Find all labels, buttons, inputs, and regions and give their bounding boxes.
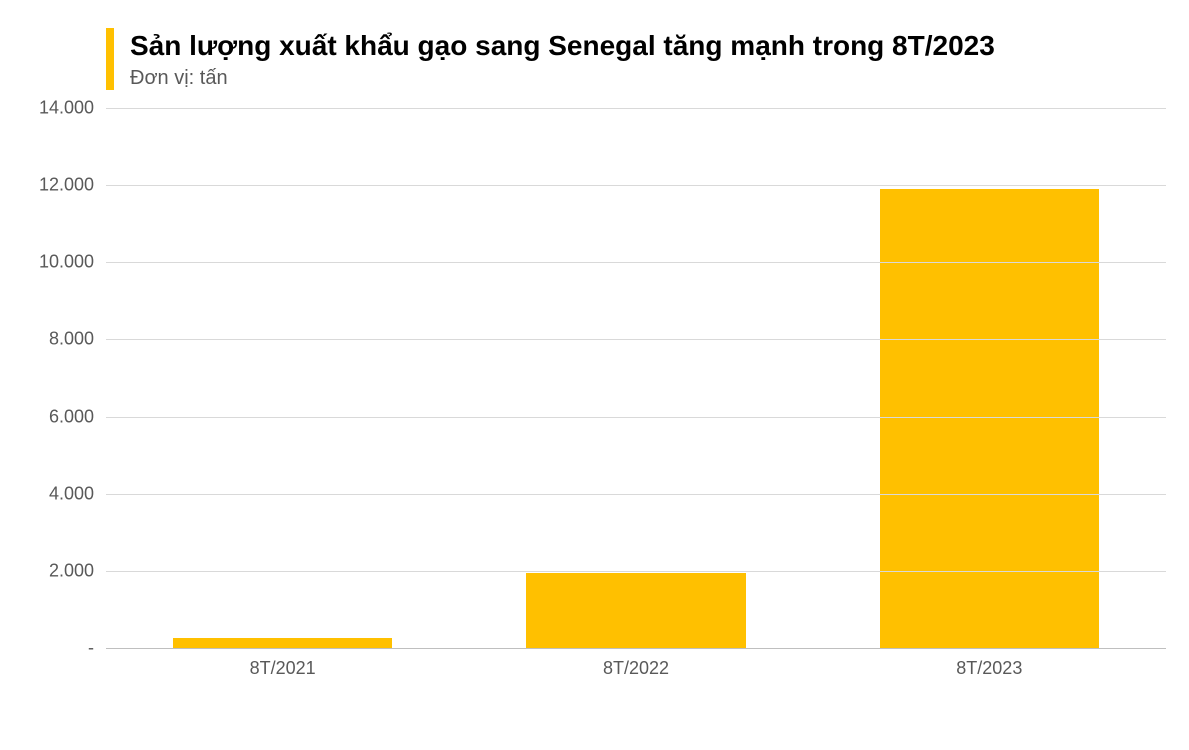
grid-line — [106, 185, 1166, 186]
x-axis-line — [106, 648, 1166, 649]
bar — [173, 638, 392, 648]
y-axis-label: - — [88, 638, 106, 659]
grid-line — [106, 494, 1166, 495]
y-axis-label: 4.000 — [49, 483, 106, 504]
x-axis-label: 8T/2022 — [459, 658, 812, 679]
grid-line — [106, 417, 1166, 418]
bar-slot — [106, 108, 459, 648]
y-axis-label: 10.000 — [39, 252, 106, 273]
bar — [526, 573, 745, 648]
y-axis-label: 6.000 — [49, 406, 106, 427]
title-accent-bar — [106, 28, 114, 90]
bar — [880, 189, 1099, 648]
chart-title: Sản lượng xuất khẩu gạo sang Senegal tăn… — [130, 28, 995, 63]
grid-line — [106, 571, 1166, 572]
grid-line — [106, 262, 1166, 263]
grid-line — [106, 339, 1166, 340]
y-axis-label: 8.000 — [49, 329, 106, 350]
bars-group — [106, 108, 1166, 648]
chart-subtitle: Đơn vị: tấn — [130, 67, 995, 90]
chart-container: Sản lượng xuất khẩu gạo sang Senegal tăn… — [0, 0, 1189, 750]
y-axis-label: 2.000 — [49, 560, 106, 581]
chart-title-block: Sản lượng xuất khẩu gạo sang Senegal tăn… — [106, 28, 1149, 90]
y-axis-label: 12.000 — [39, 175, 106, 196]
plot-area: -2.0004.0006.0008.00010.00012.00014.000 — [106, 108, 1166, 648]
y-axis-label: 14.000 — [39, 98, 106, 119]
bar-slot — [459, 108, 812, 648]
x-axis-label: 8T/2023 — [813, 658, 1166, 679]
x-axis-label: 8T/2021 — [106, 658, 459, 679]
bar-slot — [813, 108, 1166, 648]
x-axis-labels: 8T/20218T/20228T/2023 — [106, 658, 1166, 679]
grid-line — [106, 108, 1166, 109]
title-text-wrap: Sản lượng xuất khẩu gạo sang Senegal tăn… — [130, 28, 995, 90]
